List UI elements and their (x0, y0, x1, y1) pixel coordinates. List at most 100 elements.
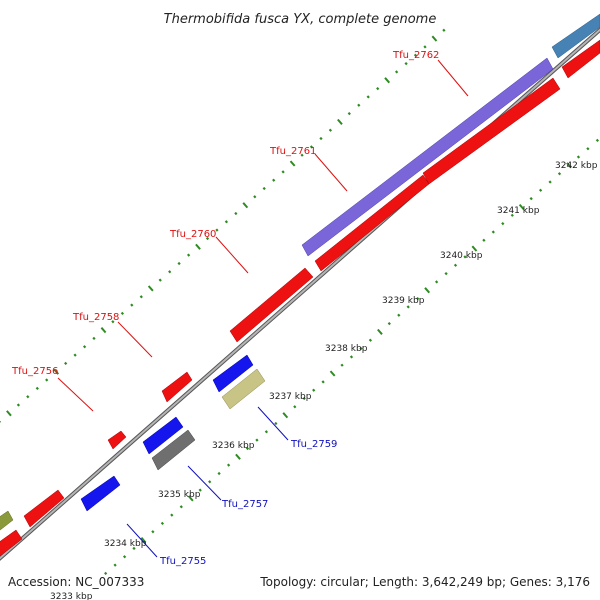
gene-tfu-2757-blue[interactable] (142, 416, 184, 455)
minor-tick (264, 430, 269, 434)
major-tick (140, 537, 147, 544)
minor-tick (45, 378, 49, 382)
minor-tick (319, 136, 323, 141)
minor-tick (300, 153, 304, 157)
major-tick (195, 243, 201, 250)
minor-tick (404, 61, 408, 66)
minor-tick (281, 170, 285, 174)
minor-tick (366, 95, 370, 99)
minor-tick (198, 488, 202, 492)
major-tick (53, 368, 60, 375)
minor-tick (122, 555, 127, 559)
major-tick (518, 203, 525, 211)
major-tick (329, 370, 336, 377)
major-tick (431, 35, 438, 42)
major-tick (289, 160, 296, 167)
minor-tick (548, 180, 552, 184)
gene-tfu-2762[interactable] (551, 13, 600, 59)
minor-tick (224, 220, 229, 224)
minor-tick (64, 361, 68, 366)
tick-label: 3235 kbp (158, 490, 201, 500)
backbone (0, 27, 600, 561)
minor-tick (357, 103, 361, 107)
label-tfu-2759[interactable]: Tfu_2759 (290, 439, 337, 450)
minor-tick (557, 172, 562, 176)
minor-tick (139, 295, 143, 299)
minor-tick (130, 303, 134, 307)
minor-tick (179, 505, 183, 509)
minor-tick (595, 138, 600, 143)
major-tick (242, 202, 249, 209)
gene-red-lower-e[interactable] (561, 39, 600, 79)
minor-tick (205, 236, 210, 241)
minor-tick (482, 238, 486, 242)
minor-tick (234, 211, 238, 216)
minor-tick (349, 355, 354, 359)
minor-tick (262, 186, 266, 191)
minor-tick (368, 338, 373, 342)
kbp-tick-labels: 3233 kbp 3234 kbp 3235 kbp 3236 kbp 3237… (50, 161, 598, 600)
minor-tick (406, 305, 410, 309)
label-tfu-2757[interactable]: Tfu_2757 (221, 499, 268, 510)
gene-tfu-2757[interactable] (151, 429, 196, 471)
minor-tick (255, 438, 259, 442)
major-tick (566, 162, 572, 169)
minor-tick (453, 263, 458, 267)
minor-tick (538, 188, 543, 192)
minor-tick (491, 230, 495, 234)
minor-tick (186, 253, 191, 257)
minor-tick (347, 111, 351, 116)
reverse-gene-labels: Tfu_2755 Tfu_2757 Tfu_2759 (159, 439, 337, 567)
gene-red-lower-b[interactable] (23, 489, 65, 528)
minor-tick (170, 513, 174, 517)
minor-tick (113, 563, 117, 567)
label-tfu-2762[interactable]: Tfu_2762 (392, 50, 439, 61)
minor-tick (413, 53, 418, 57)
tick-label: 3233 kbp (50, 592, 93, 600)
gene-tfu-2756[interactable] (107, 430, 127, 450)
label-tfu-2760[interactable]: Tfu_2760 (169, 229, 216, 240)
minor-tick (442, 28, 446, 32)
tick-rails (0, 28, 600, 576)
minor-tick (208, 480, 212, 484)
gene-tfu-2758[interactable] (161, 371, 193, 403)
gene-tfu-2759[interactable] (221, 368, 266, 410)
minor-tick (151, 530, 155, 534)
minor-tick (226, 463, 231, 467)
gene-tfu-2755[interactable] (80, 475, 121, 512)
genome-summary-text: Topology: circular; Length: 3,642,249 bp… (259, 575, 590, 589)
gene-olive-partial[interactable] (0, 510, 14, 534)
gene-red-lower-d[interactable] (422, 77, 561, 185)
label-tfu-2756[interactable]: Tfu_2756 (11, 366, 58, 377)
tick-label: 3240 kbp (440, 251, 483, 261)
tick-label: 3241 kbp (497, 206, 540, 216)
forward-strand-genes (107, 13, 600, 450)
major-tick (424, 287, 431, 294)
minor-tick (217, 471, 221, 476)
gene-tfu-2759-blue[interactable] (212, 354, 254, 393)
minor-tick (416, 296, 420, 301)
tick-label: 3238 kbp (325, 344, 368, 354)
minor-tick (111, 320, 115, 324)
accession-text: Accession: NC_007333 (8, 575, 144, 589)
gene-tfu-2760[interactable] (229, 267, 314, 343)
minor-tick (160, 521, 165, 526)
minor-tick (26, 395, 30, 399)
major-tick (147, 285, 154, 292)
major-tick (235, 453, 241, 460)
minor-tick (376, 86, 380, 91)
gene-red-lower-a[interactable] (0, 529, 23, 560)
label-tfu-2761[interactable]: Tfu_2761 (269, 146, 316, 157)
label-tfu-2758[interactable]: Tfu_2758 (72, 312, 119, 323)
label-tfu-2755[interactable]: Tfu_2755 (159, 556, 206, 567)
major-tick (337, 118, 343, 125)
major-tick (187, 495, 194, 502)
gene-tfu-2761[interactable] (301, 57, 554, 257)
minor-tick (73, 353, 77, 357)
minor-tick (120, 311, 125, 316)
label-leaders (57, 59, 469, 558)
minor-tick (434, 280, 439, 284)
major-tick (377, 328, 383, 335)
minor-tick (293, 405, 297, 409)
